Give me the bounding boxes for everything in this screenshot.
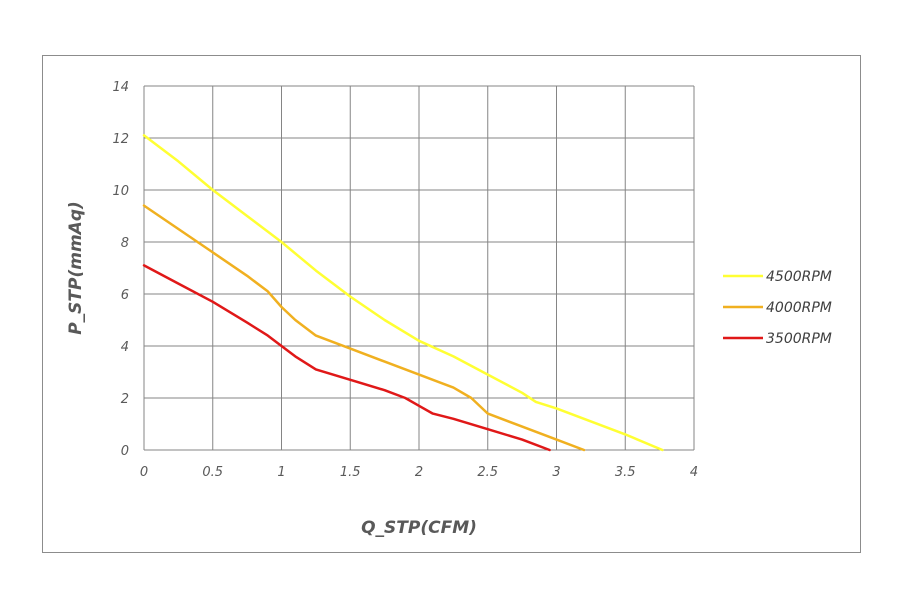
y-tick-label: 12 [112,132,129,147]
series-line-4500rpm [142,134,664,452]
chart-frame: 0 0.5 1 1.5 2 2.5 3 3.5 4 0 2 4 6 8 10 12 14 Q_STP(CFM) … [42,55,861,553]
series-line-4000rpm [142,204,586,452]
y-tick-label: 2 [121,392,129,407]
x-tick-label: 1 [277,465,285,480]
y-tick-label: 8 [121,236,129,251]
x-tick-label: 2 [415,465,423,480]
legend-label: 4000RPM [766,300,832,316]
series-lines [142,134,664,452]
y-tick-label: 0 [121,444,129,459]
x-tick-label: 1.5 [340,465,361,480]
x-tick-label: 2.5 [477,465,498,480]
y-tick-label: 4 [121,340,129,355]
y-tick-label: 6 [121,288,129,303]
y-tick-label: 10 [112,184,129,199]
legend-label: 4500RPM [766,269,832,285]
y-axis-title: P_STP(mmAq) [66,201,86,335]
y-tick-label: 14 [112,80,129,95]
legend: 4500RPM 4000RPM 3500RPM [723,269,832,347]
x-tick-label: 3 [552,465,560,480]
legend-label: 3500RPM [766,331,832,347]
x-axis-title: Q_STP(CFM) [361,518,477,538]
grid [143,85,695,451]
x-tick-label: 0 [140,465,148,480]
x-tick-label: 0.5 [202,465,223,480]
tick-labels: 0 0.5 1 1.5 2 2.5 3 3.5 4 0 2 4 6 8 10 12 14 [112,80,698,480]
x-tick-label: 4 [690,465,698,480]
series-line-3500rpm [142,264,551,452]
x-tick-label: 3.5 [615,465,636,480]
